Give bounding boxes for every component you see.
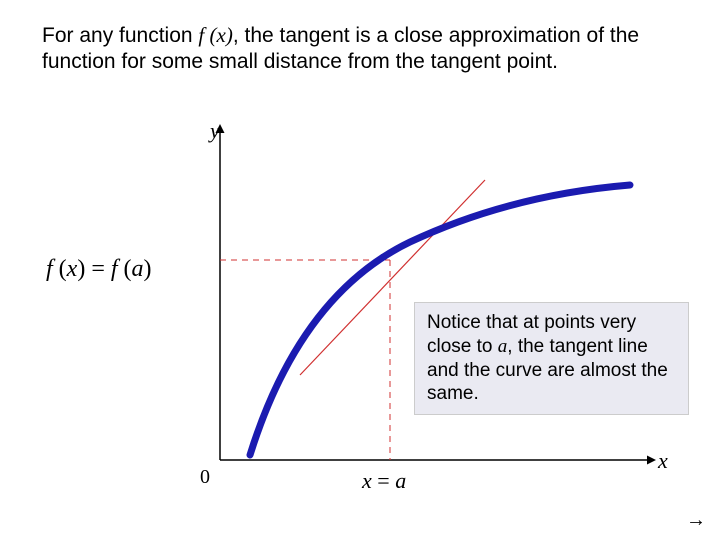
main-text-prefix: For any function [42, 24, 198, 47]
y-axis-label: y [210, 118, 220, 144]
origin-label: 0 [200, 466, 210, 489]
equation-label: f (x) = f (a) [46, 256, 152, 283]
eq-eq: = [85, 256, 111, 282]
x-equals-a-label: x = a [362, 468, 406, 494]
next-arrow-icon[interactable]: → [686, 509, 706, 532]
x-axis-label: x [658, 448, 668, 474]
xea-x: x [362, 468, 372, 493]
eq-a: a [132, 256, 144, 282]
eq-f1: f [46, 256, 59, 282]
main-description: For any function f (x), the tangent is a… [42, 22, 662, 76]
main-text-fx: f (x) [198, 23, 232, 47]
notice-a: a [498, 336, 508, 357]
xea-eq: = [372, 468, 395, 493]
xea-a: a [395, 468, 406, 493]
eq-x: x [67, 256, 78, 282]
notice-box: Notice that at points very close to a, t… [414, 302, 689, 415]
eq-f2: f [111, 256, 124, 282]
